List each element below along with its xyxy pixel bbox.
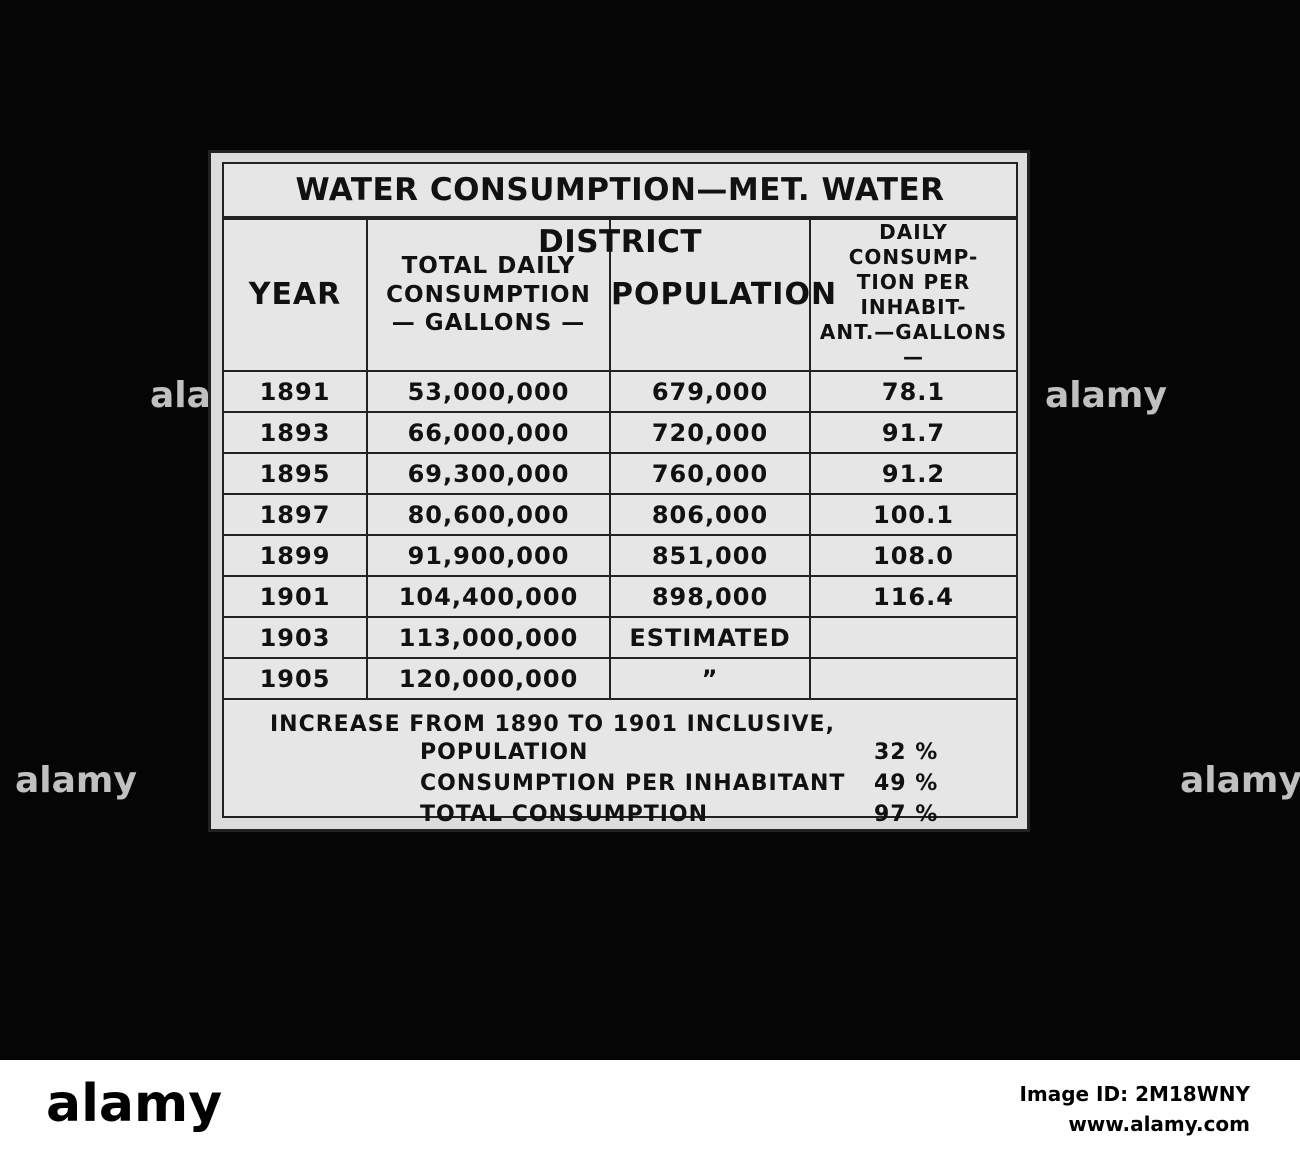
cell: 91.7	[809, 411, 1016, 454]
header-line: CONSUMPTION	[386, 281, 591, 308]
slide: WATER CONSUMPTION—MET. WATER DISTRICT YE…	[208, 150, 1030, 832]
cell: 1895	[224, 452, 368, 495]
data-row: 1891 53,000,000 679,000 78.1	[224, 370, 1016, 413]
summary-item: TOTAL CONSUMPTION 97 %	[270, 799, 1016, 830]
cell: 1901	[224, 575, 368, 618]
footer: alamy Image ID: 2M18WNY www.alamy.com	[0, 1060, 1300, 1150]
cell: 104,400,000	[366, 575, 611, 618]
cell: 1893	[224, 411, 368, 454]
summary-label: CONSUMPTION PER INHABITANT	[420, 771, 846, 796]
cell: 679,000	[609, 370, 811, 413]
data-row: 1901 104,400,000 898,000 116.4	[224, 575, 1016, 618]
cell: 851,000	[609, 534, 811, 577]
cell: 108.0	[809, 534, 1016, 577]
summary-label: TOTAL CONSUMPTION	[420, 802, 709, 827]
summary-value: 97 %	[874, 802, 939, 827]
table: YEAR TOTAL DAILY CONSUMPTION — GALLONS — POP…	[224, 218, 1016, 700]
data-row: 1893 66,000,000 720,000 91.7	[224, 411, 1016, 454]
watermark: alamy	[15, 760, 137, 801]
cell: 91,900,000	[366, 534, 611, 577]
summary-label: POPULATION	[420, 740, 589, 765]
summary: INCREASE FROM 1890 TO 1901 INCLUSIVE, PO…	[224, 700, 1016, 830]
cell: 120,000,000	[366, 657, 611, 700]
title: WATER CONSUMPTION—MET. WATER DISTRICT	[224, 164, 1016, 260]
summary-intro: INCREASE FROM 1890 TO 1901 INCLUSIVE,	[270, 712, 835, 737]
data-row: 1905 120,000,000”	[224, 657, 1016, 700]
header-line: ANT.—GALLONS—	[819, 320, 1008, 369]
brand: alamy	[46, 1074, 223, 1134]
cell: 1903	[224, 616, 368, 659]
summary-item: POPULATION 32 %	[270, 737, 1016, 768]
cell: 66,000,000	[366, 411, 611, 454]
data-row: 1897 80,600,000 806,000 100.1	[224, 493, 1016, 536]
header-row: YEAR TOTAL DAILY CONSUMPTION — GALLONS — POP…	[224, 218, 1016, 372]
cell: 720,000	[609, 411, 811, 454]
header-cell: POPULATION	[609, 218, 838, 372]
cell: 1897	[224, 493, 368, 536]
summary-item: CONSUMPTION PER INHABITANT 49 %	[270, 768, 1016, 799]
cell: ESTIMATED	[609, 616, 811, 659]
cell: ”	[609, 657, 811, 700]
header-line: TOTAL DAILY	[401, 252, 576, 279]
header-line: YEAR	[248, 277, 342, 313]
summary-value: 32 %	[874, 740, 939, 765]
data-row: 1899 91,900,000 851,000 108.0	[224, 534, 1016, 577]
photo: alamy alamy alamy alamy WATER CONSUMPTIO…	[15, 150, 1300, 832]
header-cell: TOTAL DAILY CONSUMPTION — GALLONS —	[366, 218, 611, 372]
cell: 116.4	[809, 575, 1016, 618]
watermark: alamy	[1045, 375, 1167, 416]
header-line: TION PER INHABIT-	[856, 270, 971, 319]
summary-value: 49 %	[874, 771, 939, 796]
cell: 113,000,000	[366, 616, 611, 659]
cell	[809, 657, 1016, 700]
cell: 1899	[224, 534, 368, 577]
cell: 100.1	[809, 493, 1016, 536]
cell: 53,000,000	[366, 370, 611, 413]
header-line: DAILY CONSUMP-	[848, 220, 979, 269]
cell: 1891	[224, 370, 368, 413]
header-line: — GALLONS —	[391, 310, 586, 337]
cell: 78.1	[809, 370, 1016, 413]
image-id: Image ID: 2M18WNY	[1019, 1082, 1250, 1106]
cell	[809, 616, 1016, 659]
url: www.alamy.com	[1068, 1112, 1250, 1136]
data-row: 1895 69,300,000 760,000 91.2	[224, 452, 1016, 495]
data-row: 1903 113,000,000 ESTIMATED	[224, 616, 1016, 659]
cell: 1905	[224, 657, 368, 700]
cell: 69,300,000	[366, 452, 611, 495]
cell: 760,000	[609, 452, 811, 495]
header-line: POPULATION	[611, 277, 838, 313]
cell: 898,000	[609, 575, 811, 618]
table-panel: WATER CONSUMPTION—MET. WATER DISTRICT YE…	[222, 162, 1018, 827]
cell: 91.2	[809, 452, 1016, 495]
cell: 806,000	[609, 493, 811, 536]
watermark: alamy	[1180, 760, 1300, 801]
cell: 80,600,000	[366, 493, 611, 536]
header-cell: DAILY CONSUMP- TION PER INHABIT- ANT.—GALL…	[809, 218, 1016, 372]
header-cell: YEAR	[224, 218, 368, 372]
